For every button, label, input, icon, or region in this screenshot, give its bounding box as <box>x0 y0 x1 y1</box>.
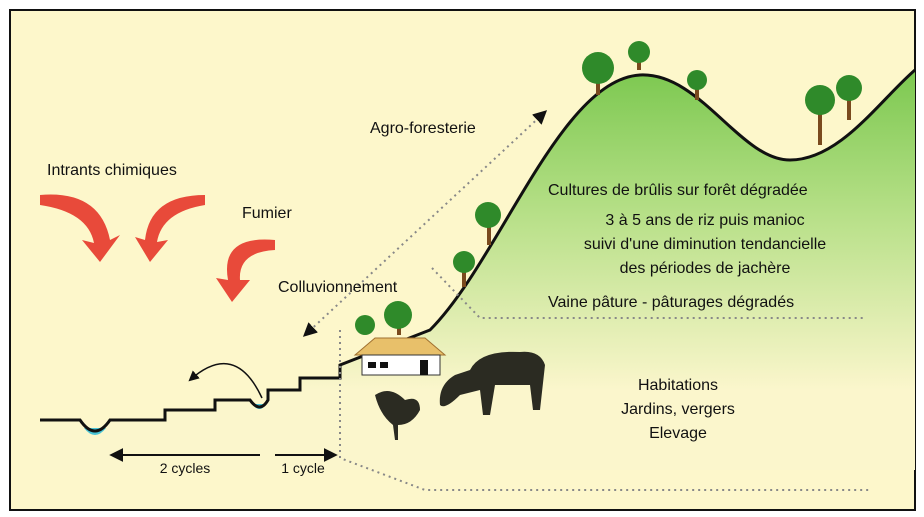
erosion-arrow <box>188 363 263 399</box>
label: 2 cycles <box>160 460 211 476</box>
label: des périodes de jachère <box>620 260 791 277</box>
label: Elevage <box>649 425 707 442</box>
label: Habitations <box>638 377 718 394</box>
label: Agro-foresterie <box>370 120 476 137</box>
label: suivi d'une diminution tendancielle <box>584 236 826 253</box>
label: Jardins, vergers <box>621 401 735 418</box>
label: 3 à 5 ans de riz puis manioc <box>605 212 804 229</box>
label: Vaine pâture - pâturages dégradés <box>548 294 794 311</box>
label: Colluvionnement <box>278 279 398 296</box>
water <box>84 404 266 435</box>
agro-arrow <box>302 110 548 337</box>
animals <box>375 351 545 440</box>
red-arrows <box>40 194 275 302</box>
label: Fumier <box>242 205 292 222</box>
dotted-boundary <box>431 267 865 319</box>
trees <box>355 41 862 335</box>
label: Cultures de brûlis sur forêt dégradée <box>548 182 808 199</box>
label: 1 cycle <box>281 460 325 476</box>
label: Intrants chimiques <box>47 162 177 179</box>
house <box>353 337 447 376</box>
